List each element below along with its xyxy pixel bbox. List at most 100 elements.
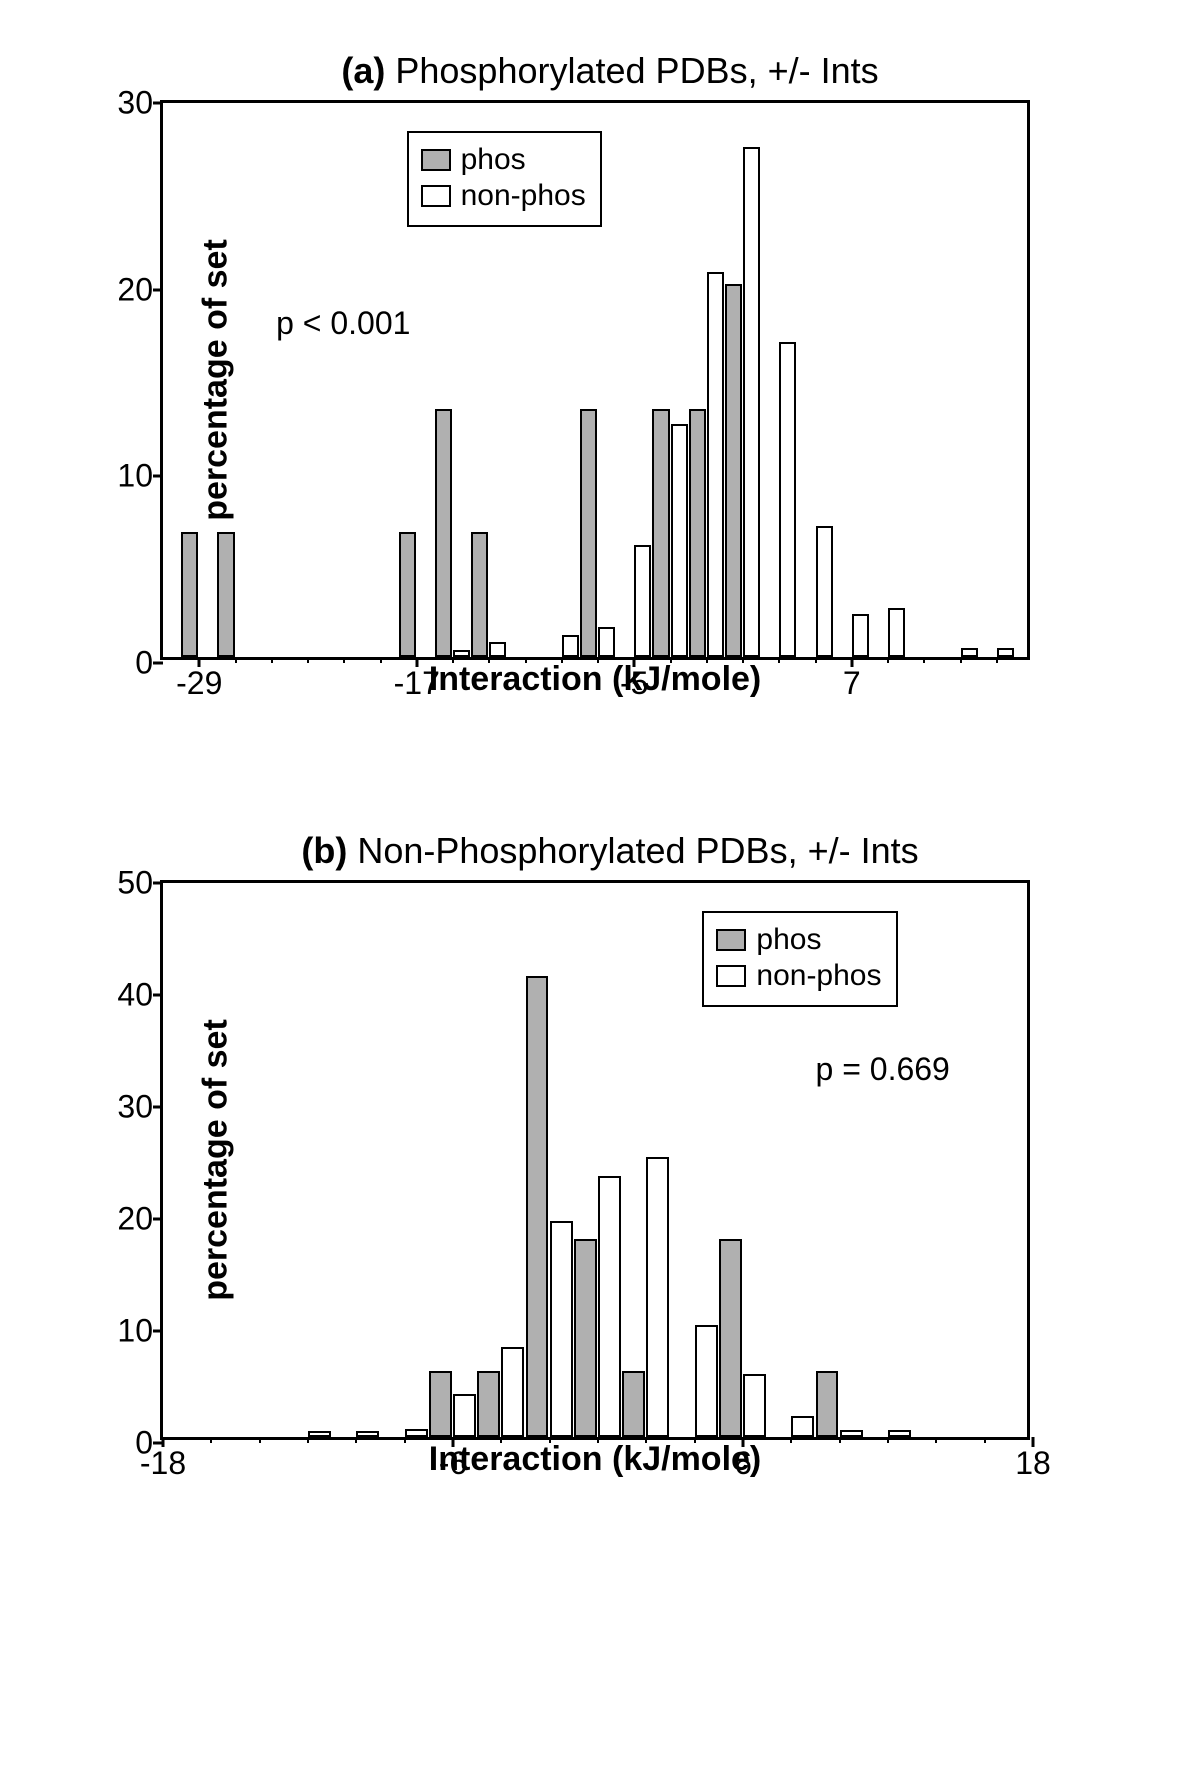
xtick-mark-minor — [404, 1437, 406, 1443]
xtick-mark-minor — [984, 1437, 986, 1443]
chart-b-box: percentage of set phosnon-phos p = 0.669… — [160, 880, 1030, 1440]
xtick-mark-minor — [355, 1437, 357, 1443]
chart-a-box: percentage of set phosnon-phos p < 0.001… — [160, 100, 1030, 660]
bar-phos — [574, 1239, 597, 1437]
ytick-label: 20 — [117, 271, 163, 308]
bar-nonphos — [598, 627, 615, 657]
legend-label: phos — [461, 143, 526, 177]
bar-phos — [725, 284, 742, 657]
bar-nonphos — [888, 608, 905, 657]
bar-phos — [181, 532, 198, 657]
bar-nonphos — [695, 1325, 718, 1437]
xtick-label: -29 — [176, 657, 222, 702]
bar-nonphos — [840, 1430, 863, 1437]
xtick-mark-minor — [778, 657, 780, 663]
bar-phos — [816, 1371, 839, 1437]
bar-phos — [526, 976, 549, 1437]
ytick-label: 30 — [117, 85, 163, 122]
xtick-mark-minor — [259, 1437, 261, 1443]
legend-swatch — [716, 929, 746, 951]
xtick-mark-minor — [343, 657, 345, 663]
xtick-mark-minor — [790, 1437, 792, 1443]
legend-row: non-phos — [716, 959, 881, 993]
chart-b-ylabel: percentage of set — [196, 1019, 235, 1301]
figure-page: (a) Phosphorylated PDBs, +/- Ints percen… — [0, 0, 1200, 1774]
bar-nonphos — [997, 648, 1014, 657]
legend-swatch — [421, 149, 451, 171]
chart-a-xlabel: Interaction (kJ/mole) — [429, 660, 762, 699]
bar-nonphos — [816, 526, 833, 657]
panel-a-title-rest: Phosphorylated PDBs, +/- Ints — [385, 50, 878, 91]
bar-nonphos — [852, 614, 869, 657]
bar-nonphos — [453, 650, 470, 657]
bar-nonphos — [888, 1430, 911, 1437]
panel-a: (a) Phosphorylated PDBs, +/- Ints percen… — [110, 50, 1110, 660]
xtick-mark-minor — [380, 657, 382, 663]
bar-phos — [580, 409, 597, 657]
xtick-mark-minor — [210, 1437, 212, 1443]
xtick-mark-minor — [887, 657, 889, 663]
bar-nonphos — [489, 642, 506, 657]
panel-b-title-bold: (b) — [301, 830, 347, 871]
bar-phos — [399, 532, 416, 657]
bar-nonphos — [634, 545, 651, 657]
chart-a-legend: phosnon-phos — [407, 131, 602, 227]
bar-nonphos — [453, 1394, 476, 1437]
bar-nonphos — [550, 1221, 573, 1437]
ytick-label: 40 — [117, 977, 163, 1014]
xtick-mark-minor — [307, 657, 309, 663]
legend-row: phos — [421, 143, 586, 177]
legend-swatch — [421, 185, 451, 207]
xtick-mark-minor — [887, 1437, 889, 1443]
ytick-label: 0 — [135, 645, 163, 682]
xtick-mark-minor — [935, 1437, 937, 1443]
legend-label: non-phos — [756, 959, 881, 993]
bar-nonphos — [308, 1431, 331, 1437]
panel-a-title: (a) Phosphorylated PDBs, +/- Ints — [110, 50, 1110, 92]
ytick-label: 50 — [117, 865, 163, 902]
bar-phos — [622, 1371, 645, 1437]
bar-nonphos — [961, 648, 978, 657]
bar-phos — [689, 409, 706, 657]
bar-phos — [719, 1239, 742, 1437]
panel-b-title: (b) Non-Phosphorylated PDBs, +/- Ints — [110, 830, 1110, 872]
bar-nonphos — [779, 342, 796, 657]
legend-label: phos — [756, 923, 821, 957]
xtick-label: -18 — [140, 1437, 186, 1482]
xtick-mark-minor — [839, 1437, 841, 1443]
ytick-label: 20 — [117, 1201, 163, 1238]
panel-b: (b) Non-Phosphorylated PDBs, +/- Ints pe… — [110, 830, 1110, 1440]
bar-phos — [429, 1371, 452, 1437]
legend-swatch — [716, 965, 746, 987]
bar-nonphos — [707, 272, 724, 657]
bar-phos — [217, 532, 234, 657]
xtick-mark-minor — [815, 657, 817, 663]
bar-nonphos — [743, 1374, 766, 1437]
bar-nonphos — [501, 1347, 524, 1437]
chart-b-legend: phosnon-phos — [702, 911, 897, 1007]
panel-b-title-rest: Non-Phosphorylated PDBs, +/- Ints — [347, 830, 918, 871]
bar-nonphos — [405, 1429, 428, 1437]
legend-label: non-phos — [461, 179, 586, 213]
bar-phos — [435, 409, 452, 657]
legend-row: non-phos — [421, 179, 586, 213]
chart-b-xlabel: Interaction (kJ/mole) — [429, 1440, 762, 1479]
xtick-mark-minor — [235, 657, 237, 663]
ytick-label: 30 — [117, 1089, 163, 1126]
xtick-mark-minor — [271, 657, 273, 663]
xtick-label: 7 — [843, 657, 861, 702]
ytick-label: 10 — [117, 458, 163, 495]
xtick-mark-minor — [960, 657, 962, 663]
xtick-label: 18 — [1015, 1437, 1051, 1482]
xtick-mark-minor — [996, 657, 998, 663]
bar-phos — [477, 1371, 500, 1437]
bar-nonphos — [562, 635, 579, 657]
bar-nonphos — [743, 147, 760, 657]
bar-phos — [471, 532, 488, 657]
chart-a-ylabel: percentage of set — [196, 239, 235, 521]
xtick-mark-minor — [307, 1437, 309, 1443]
bar-nonphos — [598, 1176, 621, 1437]
xtick-mark-minor — [923, 657, 925, 663]
chart-a-pvalue: p < 0.001 — [276, 305, 410, 342]
bar-nonphos — [671, 424, 688, 657]
